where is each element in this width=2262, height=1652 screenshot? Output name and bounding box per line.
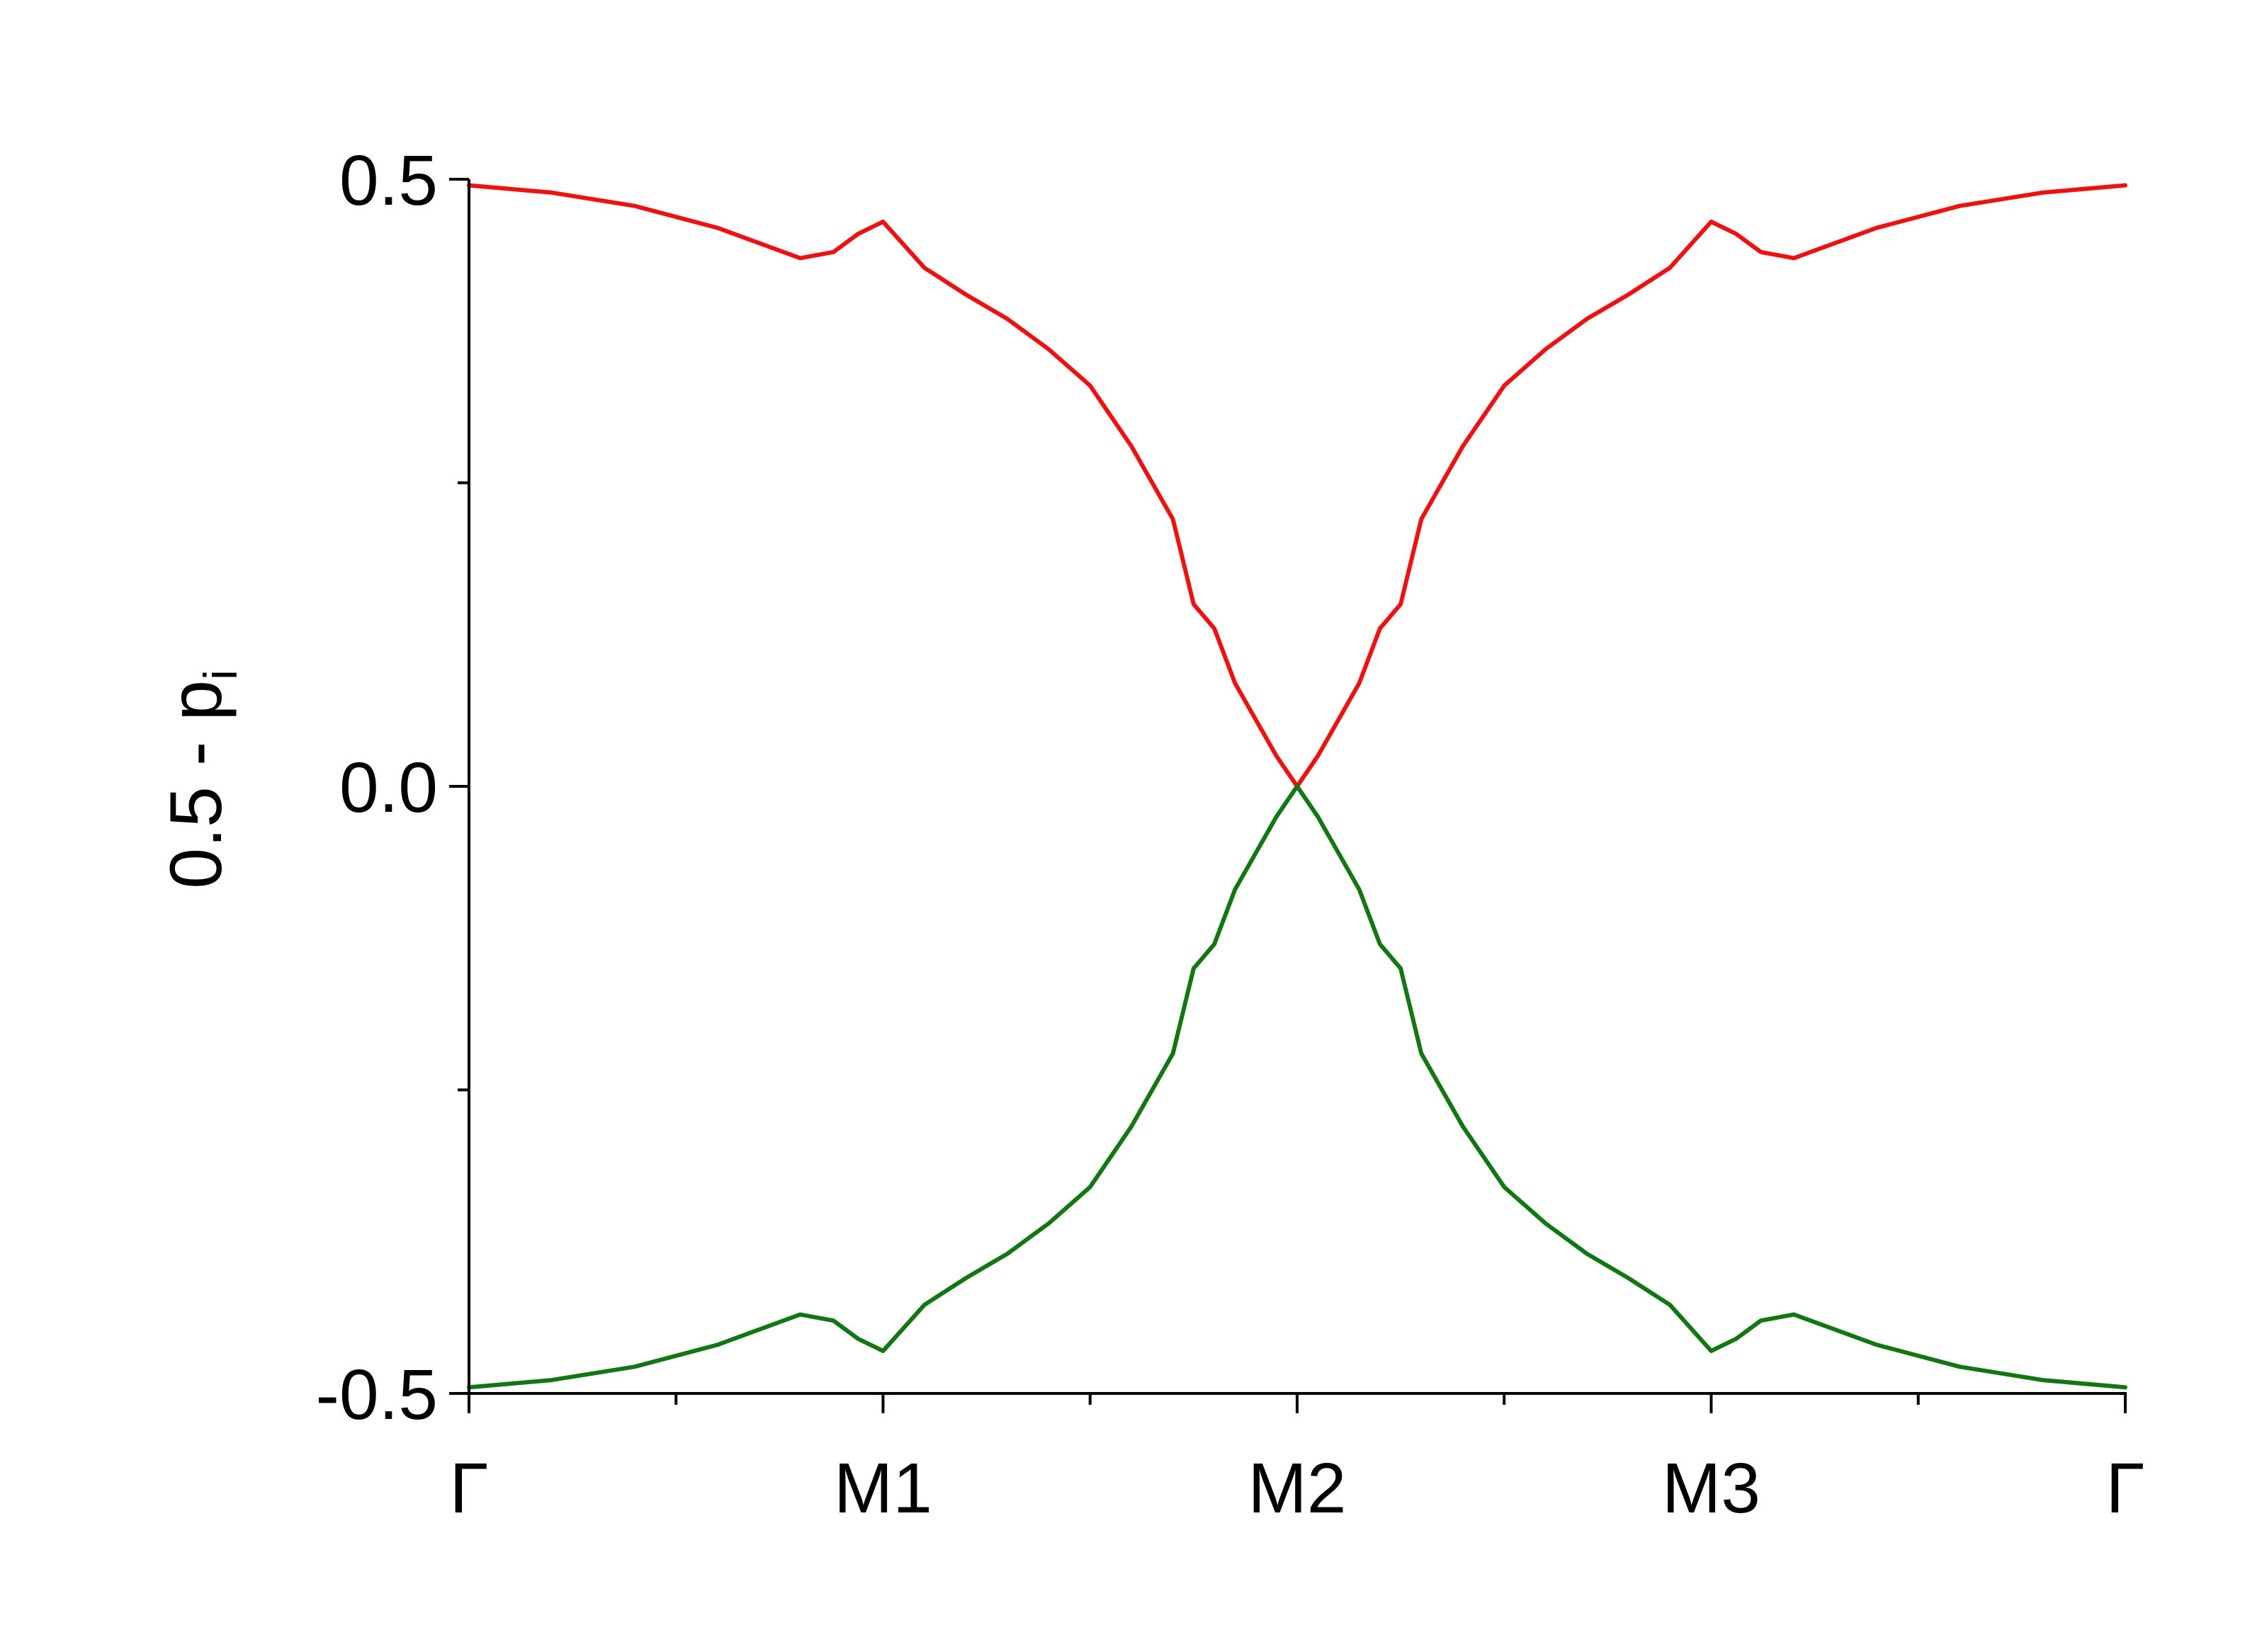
x-tick-label: Γ — [449, 1449, 488, 1528]
y-axis-label-main: 0.5 - p — [155, 680, 237, 889]
x-tick-label: M3 — [1662, 1449, 1760, 1528]
x-tick-label: M2 — [1248, 1449, 1347, 1528]
y-axis-label: 0.5 - pi — [155, 669, 247, 889]
plot-area: 0.50.0-0.5Γ M1 M2 M3 Γ — [316, 141, 2145, 1528]
y-tick-label: -0.5 — [316, 1355, 438, 1435]
series-line-1 — [467, 183, 2127, 788]
y-tick-label: 0.0 — [339, 748, 438, 827]
x-tick-label: Γ — [2105, 1449, 2144, 1528]
y-axis-label-subscript: i — [194, 669, 247, 680]
series-line-2 — [467, 784, 2127, 1390]
y-tick-label: 0.5 — [339, 141, 438, 220]
x-tick-label: M1 — [834, 1449, 932, 1528]
